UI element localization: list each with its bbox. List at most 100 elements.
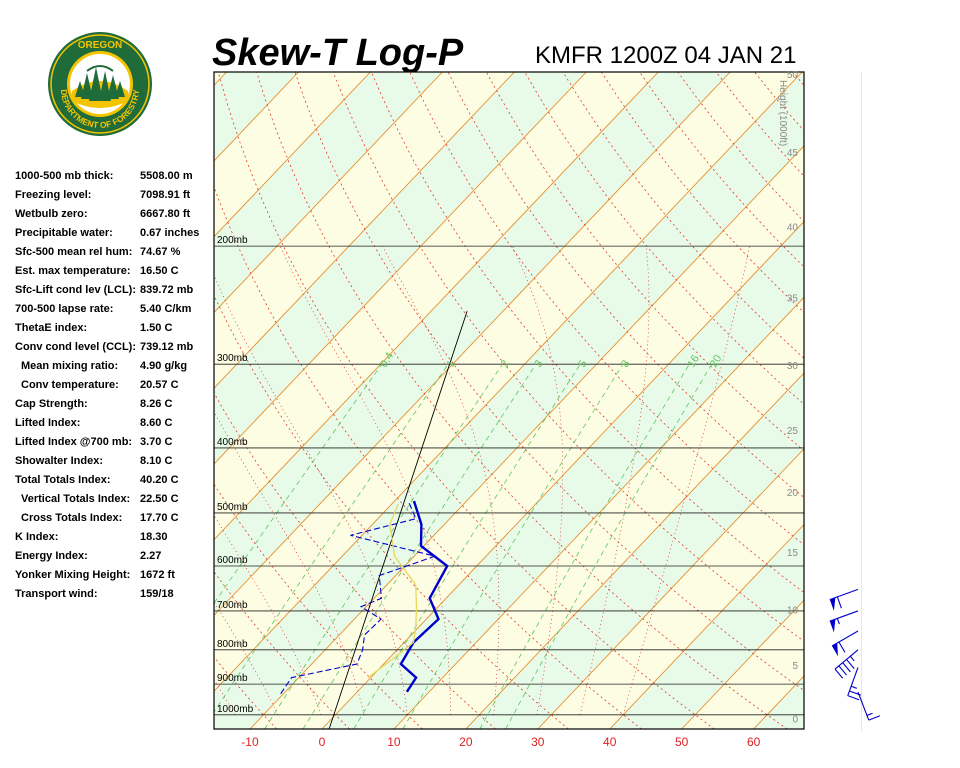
wind-barb <box>831 630 859 657</box>
index-label: Conv cond level (CCL): <box>15 341 137 353</box>
isotherm-line <box>321 220 804 729</box>
index-label: Est. max temperature: <box>15 265 131 277</box>
mixing-ratio-line <box>479 363 690 729</box>
index-row: Sfc-500 mean rel hum: 74.67 % <box>15 246 215 265</box>
index-row: Cap Strength: 8.26 C <box>15 398 215 417</box>
wind-barb-pennant <box>829 597 836 611</box>
height-tick-label: 20 <box>787 488 799 499</box>
isotherm-line <box>537 448 804 729</box>
index-row: 1000-500 mb thick: 5508.00 m <box>15 170 215 189</box>
wind-barb-half-flag <box>836 618 840 625</box>
dry-adiabat-line <box>214 185 642 729</box>
reference-line <box>328 310 468 729</box>
index-value: 8.26 C <box>140 398 173 410</box>
pressure-label: 500mb <box>217 502 248 513</box>
index-label: Showalter Index: <box>15 455 104 467</box>
temperature-tick-label: -10 <box>241 735 259 749</box>
height-tick-label: 15 <box>787 548 799 559</box>
mixing-ratio-line <box>402 363 624 729</box>
temperature-tick-label: 10 <box>387 735 401 749</box>
index-label: Lifted Index: <box>15 417 81 429</box>
isotherm-line <box>214 72 443 314</box>
mixing-ratio-label: 5 <box>576 358 589 369</box>
pressure-label: 700mb <box>217 600 248 611</box>
mixing-ratio-label: 8 <box>619 358 632 369</box>
dry-adiabat-line <box>256 72 788 729</box>
wind-barb-half-flag <box>866 712 873 716</box>
index-row: Vertical Totals Index: 22.50 C <box>15 493 215 512</box>
index-value: 0.67 inches <box>140 227 200 239</box>
dry-adiabat-line <box>0 72 131 729</box>
isotherm-line <box>214 72 659 541</box>
wind-barb <box>857 691 881 721</box>
dry-adiabat-line <box>214 571 350 729</box>
index-value: 5508.00 m <box>140 170 193 182</box>
dry-adiabat-line <box>0 72 204 729</box>
index-label: Mean mixing ratio: <box>21 360 119 372</box>
index-row: Lifted Index: 8.60 C <box>15 417 215 436</box>
pressure-label: 600mb <box>217 555 248 566</box>
wind-barb-full-flag <box>834 668 844 679</box>
wind-barb-full-flag <box>836 596 842 609</box>
mixing-ratio-label: 20 <box>708 353 725 370</box>
height-tick-label: 30 <box>787 361 799 372</box>
wind-barb <box>847 667 861 701</box>
plot-frame <box>213 71 805 730</box>
temperature-band <box>0 72 11 729</box>
isotherm-line <box>214 72 227 86</box>
index-row: Wetbulb zero: 6667.80 ft <box>15 208 215 227</box>
index-value: 1672 ft <box>140 569 175 581</box>
temperature-tick-label: 50 <box>675 735 689 749</box>
height-tick-label: 40 <box>787 222 799 233</box>
wind-barb-staff <box>847 667 859 696</box>
index-value: 7098.91 ft <box>140 189 191 201</box>
height-tick-label: 35 <box>787 293 799 304</box>
index-row: Sfc-Lift cond lev (LCL): 839.72 mb <box>15 284 215 303</box>
index-value: 2.27 <box>140 550 162 562</box>
moist-adiabat-line <box>0 246 192 715</box>
isotherm-line <box>465 372 804 729</box>
height-axis-title: Height (1000ft) <box>777 80 788 146</box>
mixing-ratio-line <box>214 363 383 604</box>
wind-barb-full-flag <box>868 715 881 721</box>
index-value: 3.70 C <box>140 436 173 448</box>
wind-barb-half-flag <box>850 685 857 689</box>
temperature-tick-label: 60 <box>747 735 761 749</box>
index-value: 8.60 C <box>140 417 173 429</box>
index-row: Freezing level: 7098.91 ft <box>15 189 215 208</box>
index-row: K Index: 18.30 <box>15 531 215 550</box>
dewpoint-trace <box>280 500 437 695</box>
isotherm-line <box>681 599 804 729</box>
pressure-label: 1000mb <box>217 704 254 715</box>
index-value: 839.72 mb <box>140 284 194 296</box>
index-row: Est. max temperature: 16.50 C <box>15 265 215 284</box>
pressure-label: 300mb <box>217 353 248 364</box>
pressure-label: 900mb <box>217 673 248 684</box>
index-value: 17.70 C <box>140 512 179 524</box>
isotherm-line <box>898 72 960 729</box>
index-value: 22.50 C <box>140 493 179 505</box>
mixing-ratio-line <box>353 363 581 729</box>
mixing-ratio-line <box>214 363 449 713</box>
isotherm-line <box>826 72 960 729</box>
moist-adiabat-line <box>214 678 236 715</box>
index-row: 700-500 lapse rate: 5.40 C/km <box>15 303 215 322</box>
isotherm-line <box>214 72 371 238</box>
height-tick-label: 5 <box>792 661 798 672</box>
index-label: 700-500 lapse rate: <box>15 303 114 315</box>
station-time-label: KMFR 1200Z 04 JAN 21 <box>535 42 797 69</box>
dry-adiabat-line <box>214 294 569 729</box>
temperature-tick-label: 40 <box>603 735 617 749</box>
index-label: Cross Totals Index: <box>21 512 123 524</box>
index-label: Transport wind: <box>15 588 98 600</box>
index-value: 1.50 C <box>140 322 173 334</box>
isotherm-line <box>0 72 155 729</box>
index-label: Sfc-500 mean rel hum: <box>15 246 133 258</box>
isotherm-line <box>249 145 804 729</box>
index-value: 739.12 mb <box>140 341 194 353</box>
mixing-ratio-label: 16 <box>686 353 703 370</box>
index-label: Wetbulb zero: <box>15 208 88 220</box>
mixing-ratio-label: 3 <box>532 358 545 369</box>
wind-barb <box>829 588 859 611</box>
pressure-label: 400mb <box>217 437 248 448</box>
